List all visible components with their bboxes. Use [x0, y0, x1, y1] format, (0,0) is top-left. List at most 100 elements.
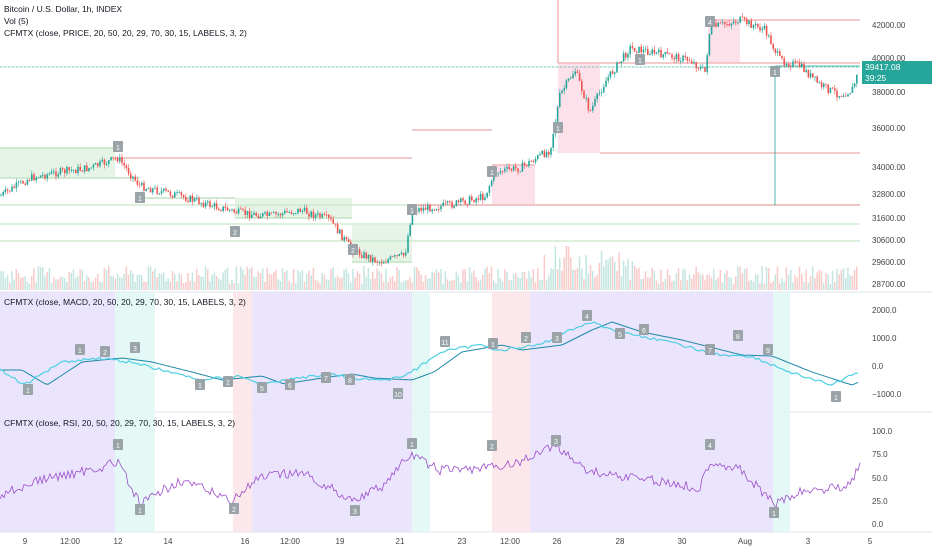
rsi-signal-label[interactable]: 1	[113, 439, 123, 450]
candle	[708, 33, 711, 56]
macd-signal-label[interactable]: 8	[733, 330, 743, 341]
price-axis-label: 29600.00	[872, 258, 906, 267]
macd-signal-label[interactable]: 7	[705, 344, 715, 355]
volume-bar	[376, 268, 378, 290]
macd-signal-label[interactable]: 5	[257, 382, 267, 393]
volume-bar	[66, 281, 68, 290]
price-signal-label[interactable]: 1	[487, 166, 497, 177]
candle	[301, 210, 304, 212]
candle	[6, 189, 9, 191]
macd-signal-label[interactable]: 2	[223, 376, 233, 387]
price-signal-label[interactable]: 2	[348, 244, 358, 255]
macd-signal-label[interactable]: 1	[23, 384, 33, 395]
price-signal-label[interactable]: 1	[407, 204, 417, 215]
candle	[567, 78, 570, 81]
macd-signal-label[interactable]: 8	[345, 374, 355, 385]
volume-bar	[431, 271, 433, 290]
rsi-signal-label[interactable]: 1	[135, 504, 145, 515]
rsi-signal-label[interactable]: 3	[551, 435, 561, 446]
price-signal-label[interactable]: 1	[553, 122, 563, 133]
price-signal-label[interactable]: 4	[705, 16, 715, 27]
macd-signal-label[interactable]: 5	[615, 328, 625, 339]
rsi-signal-label[interactable]: 4	[705, 439, 715, 450]
volume-bar	[644, 271, 647, 290]
volume-bar	[488, 273, 491, 290]
candle	[693, 62, 695, 64]
candle	[136, 180, 139, 185]
volume-bar	[743, 268, 746, 290]
volume-bar	[429, 278, 431, 290]
price-indicator-legend[interactable]: CFMTX (close, PRICE, 20, 50, 20, 29, 70,…	[4, 28, 247, 38]
rsi-signal-label[interactable]: 1	[769, 507, 779, 518]
candle	[156, 187, 158, 194]
macd-signal-label[interactable]: 1	[195, 379, 205, 390]
candle	[587, 98, 590, 111]
svg-text:11: 11	[441, 340, 448, 347]
macd-signal-label[interactable]: 9	[763, 344, 773, 355]
time-axis-label: 3	[806, 537, 811, 546]
main-series-legend[interactable]: Bitcoin / U.S. Dollar, 1h, INDEX	[4, 4, 123, 14]
candle	[233, 209, 235, 213]
volume-bar	[103, 267, 106, 290]
macd-signal-label[interactable]: 1	[75, 344, 85, 355]
svg-text:1: 1	[638, 58, 642, 65]
volume-bar	[482, 274, 484, 290]
macd-signal-label[interactable]: 6	[639, 324, 649, 335]
macd-signal-label[interactable]: 7	[321, 372, 331, 383]
price-signal-label[interactable]: 1	[635, 54, 645, 65]
candle	[97, 163, 99, 167]
macd-signal-label[interactable]: 2	[521, 332, 531, 343]
candle	[339, 229, 341, 234]
volume-bar	[50, 282, 53, 290]
rsi-signal-label[interactable]: 3	[350, 505, 360, 516]
macd-signal-label[interactable]: 1	[831, 391, 841, 402]
volume-bar	[308, 270, 310, 290]
candle	[768, 35, 770, 37]
volume-bar	[22, 277, 24, 290]
macd-signal-label[interactable]: 6	[285, 379, 295, 390]
macd-signal-label[interactable]: 1	[488, 338, 498, 349]
price-signal-label[interactable]: 1	[770, 66, 780, 77]
candle	[686, 57, 689, 61]
macd-signal-label[interactable]: 3	[130, 342, 140, 353]
volume-bar	[92, 281, 95, 290]
candle	[530, 160, 532, 162]
price-signal-label[interactable]: 2	[230, 226, 240, 237]
volume-bar	[242, 269, 244, 290]
volume-bar	[9, 282, 11, 290]
volume-bar	[182, 282, 185, 290]
macd-signal-label[interactable]: 2	[100, 346, 110, 357]
candle	[110, 157, 112, 161]
candle	[574, 71, 576, 75]
volume-bar	[752, 281, 755, 290]
macd-indicator-legend[interactable]: CFMTX (close, MACD, 20, 50, 20, 29, 70, …	[4, 297, 246, 307]
candle	[264, 211, 266, 214]
volume-legend[interactable]: Vol (5)	[4, 16, 29, 26]
volume-bar	[198, 275, 200, 290]
volume-bar	[116, 273, 119, 290]
candle	[81, 170, 84, 172]
price-signal-label[interactable]: 1	[113, 141, 123, 152]
volume-bar	[818, 269, 821, 290]
rsi-signal-label[interactable]: 1	[407, 438, 417, 449]
volume-bar	[790, 269, 792, 290]
volume-bar	[772, 281, 774, 290]
rsi-signal-label[interactable]: 2	[487, 440, 497, 451]
macd-signal-label[interactable]: 10	[393, 388, 403, 399]
macd-signal-label[interactable]: 3	[552, 332, 562, 343]
volume-bar	[215, 275, 218, 290]
price-axis-label: 30600.00	[872, 236, 906, 245]
volume-bar	[253, 276, 255, 290]
volume-bar	[737, 266, 739, 290]
macd-signal-label[interactable]: 11	[440, 336, 450, 347]
volume-bar	[834, 282, 836, 290]
rsi-indicator-legend[interactable]: CFMTX (close, RSI, 20, 50, 20, 29, 70, 3…	[4, 418, 236, 428]
rsi-signal-label[interactable]: 2	[229, 503, 239, 514]
candle	[614, 72, 616, 74]
price-signal-label[interactable]: 1	[135, 192, 145, 203]
macd-signal-label[interactable]: 4	[582, 310, 592, 321]
volume-bar	[631, 260, 634, 290]
candle	[451, 201, 453, 208]
